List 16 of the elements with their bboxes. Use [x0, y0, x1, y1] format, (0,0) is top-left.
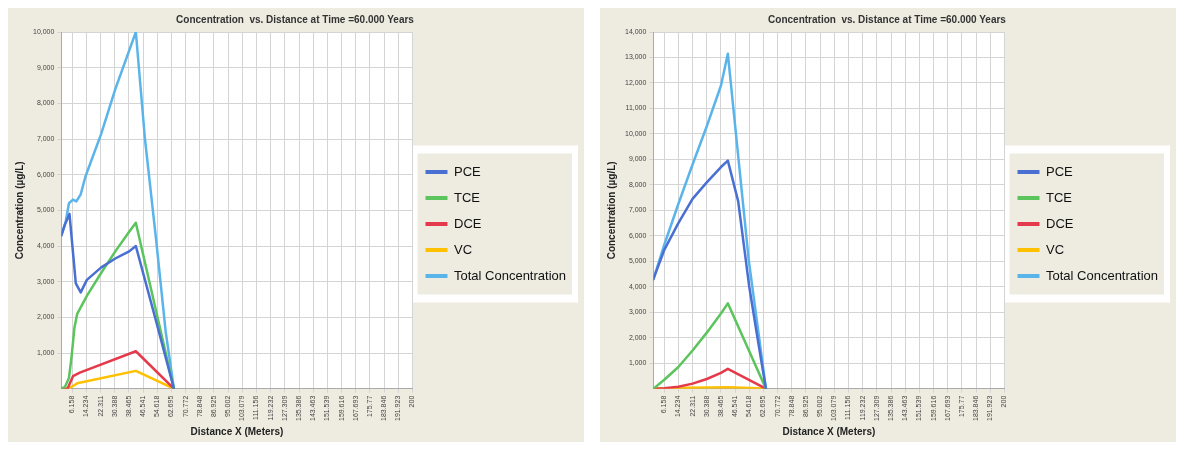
chart-title: Concentration vs. Distance at Time =60.000 Years — [176, 13, 415, 25]
legend-label: DCE — [1045, 215, 1074, 231]
legend-label: VC — [1045, 241, 1065, 257]
legend-label: TCE — [1045, 189, 1073, 205]
y-axis-title: Concentration (µg/L) — [605, 161, 617, 260]
chart-title: Concentration vs. Distance at Time =60.000 Years — [768, 13, 1007, 25]
legend-label: PCE — [1045, 163, 1074, 179]
y-axis-title: Concentration (µg/L) — [13, 161, 25, 260]
legend-label: VC — [453, 241, 473, 257]
legend-label: DCE — [453, 215, 482, 231]
legend-label: TCE — [453, 189, 481, 205]
x-axis-title: Distance X (Meters) — [190, 425, 284, 437]
x-axis-title: Distance X (Meters) — [782, 425, 876, 437]
legend-label: Total Concentration — [453, 267, 566, 283]
legend-label: Total Concentration — [1045, 267, 1158, 283]
legend-label: PCE — [453, 163, 482, 179]
